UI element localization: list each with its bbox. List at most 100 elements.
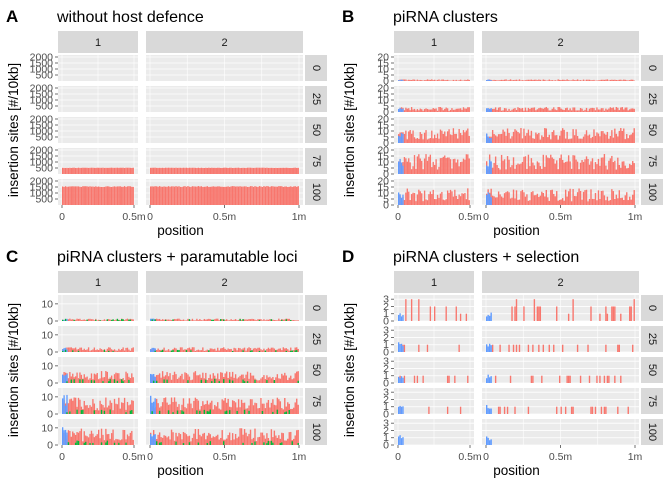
row-strip	[305, 357, 327, 383]
bar	[591, 107, 594, 112]
bar	[205, 186, 207, 205]
bar	[458, 194, 460, 205]
bar	[164, 350, 167, 352]
bar	[608, 375, 610, 383]
bar	[524, 196, 527, 205]
bar	[467, 375, 469, 383]
bar	[579, 80, 582, 81]
bar	[270, 347, 273, 352]
bar	[497, 191, 500, 205]
row-strip	[305, 179, 327, 205]
bar	[132, 377, 134, 383]
bar	[290, 167, 292, 174]
bar	[258, 186, 261, 205]
bar	[551, 189, 553, 205]
bar	[176, 349, 179, 352]
bar	[95, 319, 97, 321]
bar	[188, 167, 191, 174]
bar	[233, 167, 235, 174]
bar	[126, 373, 129, 383]
bar	[215, 378, 217, 383]
bar	[113, 398, 116, 414]
bar	[245, 319, 247, 321]
bar	[80, 320, 83, 321]
bar	[220, 409, 222, 414]
bar	[408, 131, 410, 143]
bar	[200, 167, 203, 174]
bar	[432, 108, 434, 112]
bar	[488, 193, 491, 205]
bar	[69, 167, 71, 174]
bar	[468, 200, 470, 205]
bar	[176, 436, 179, 445]
bar	[228, 349, 231, 352]
bar	[197, 375, 200, 383]
bar	[579, 375, 582, 383]
bar	[242, 374, 244, 383]
bar	[258, 351, 261, 352]
bar	[423, 80, 426, 81]
bar	[179, 319, 182, 321]
bar	[559, 375, 561, 383]
bar	[237, 377, 240, 383]
bar	[439, 129, 442, 143]
bar	[87, 407, 90, 414]
bar	[505, 192, 507, 205]
bar	[553, 344, 555, 352]
x-tick-label: 0	[59, 451, 65, 463]
bar	[591, 158, 594, 174]
bar	[572, 406, 574, 414]
bar	[77, 440, 80, 445]
bar	[269, 376, 271, 383]
bar	[412, 79, 414, 81]
row-strip	[641, 148, 663, 174]
bar	[260, 398, 262, 414]
bar	[462, 130, 465, 143]
y-tick-label: 1000	[30, 188, 54, 200]
bar	[538, 162, 540, 174]
column-strip	[482, 271, 639, 293]
bar	[106, 348, 108, 352]
bar	[282, 409, 284, 414]
bar	[282, 167, 284, 174]
bar	[523, 306, 525, 321]
bar	[596, 107, 598, 112]
bar	[243, 319, 246, 321]
bar	[80, 428, 83, 445]
bar	[157, 434, 159, 445]
bar	[403, 79, 406, 81]
bar	[629, 135, 631, 143]
bar	[515, 344, 518, 352]
bar	[291, 320, 293, 321]
bar	[581, 160, 583, 174]
bar	[175, 186, 177, 205]
bar	[157, 186, 159, 205]
bar	[194, 397, 197, 414]
bar	[221, 399, 223, 414]
bar	[614, 128, 616, 143]
bar	[569, 161, 571, 174]
bar	[409, 162, 411, 174]
bar	[87, 318, 90, 321]
bar	[275, 377, 277, 383]
bar	[70, 319, 72, 321]
bar	[627, 406, 629, 414]
bar	[446, 131, 449, 143]
bar	[606, 131, 609, 143]
bar	[86, 405, 88, 414]
y-axis-title: insertion sites [#/10kb]	[342, 63, 357, 197]
bar	[600, 108, 603, 112]
bar	[633, 163, 635, 174]
bar	[575, 196, 577, 205]
bar	[254, 186, 256, 205]
bar	[400, 316, 403, 321]
bar	[62, 349, 64, 352]
bar	[242, 442, 244, 445]
bar	[76, 440, 78, 445]
bar	[188, 347, 191, 352]
bar	[122, 186, 124, 205]
bar	[290, 408, 292, 414]
bar	[630, 134, 632, 143]
bar	[509, 198, 512, 205]
bar	[288, 432, 290, 445]
